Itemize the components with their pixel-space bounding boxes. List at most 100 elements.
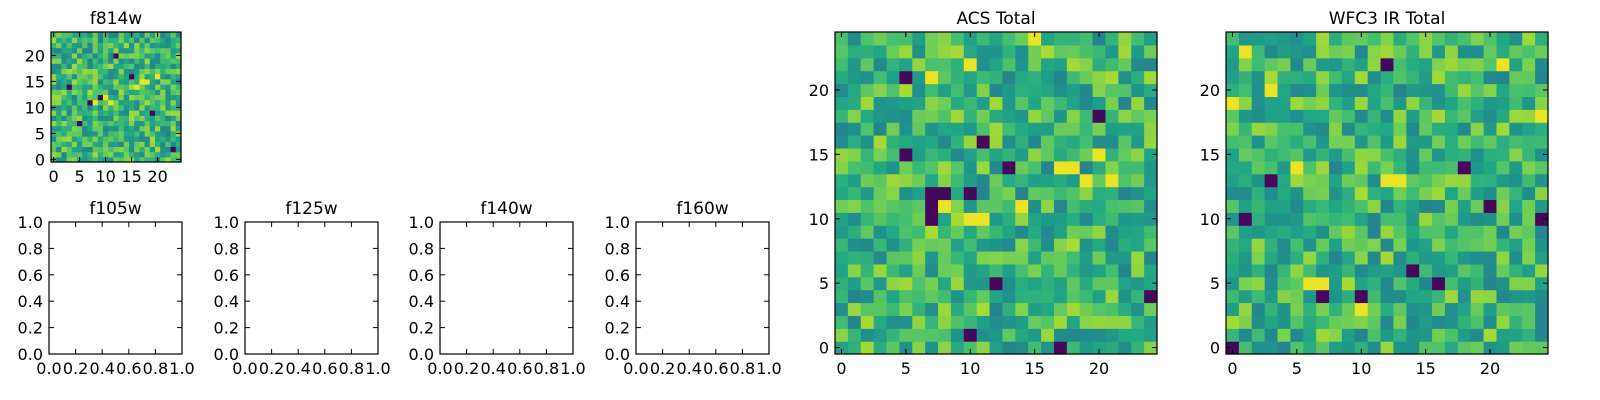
heatmap-cell — [860, 173, 875, 188]
heatmap-cell — [160, 120, 166, 127]
heatmap-cell — [1092, 57, 1107, 72]
heatmap-cell — [165, 99, 172, 106]
heatmap-cell — [873, 173, 888, 188]
heatmap-cell — [160, 47, 166, 54]
heatmap-cell — [66, 94, 73, 101]
heatmap-cell — [165, 130, 172, 137]
heatmap-cell — [1041, 289, 1055, 304]
heatmap-cell — [1002, 225, 1016, 239]
heatmap-cell — [1329, 160, 1343, 175]
heatmap-cell — [1432, 147, 1446, 162]
heatmap-cell — [1522, 135, 1536, 149]
heatmap-cell — [989, 186, 1004, 201]
heatmap-cell — [66, 47, 73, 54]
heatmap-cell — [950, 173, 965, 188]
heatmap-cell — [1303, 135, 1317, 149]
heatmap-cell — [129, 78, 135, 85]
heatmap-cell — [103, 42, 109, 49]
heatmap-cell — [1316, 96, 1330, 110]
heatmap-cell — [149, 73, 156, 80]
heatmap-cell — [118, 110, 125, 116]
heatmap-cell — [950, 186, 965, 201]
heatmap-cell — [1444, 122, 1459, 136]
heatmap-cell — [1470, 289, 1485, 304]
heatmap-cell — [71, 151, 78, 158]
heatmap-cell — [1509, 44, 1523, 59]
heatmap-cell — [925, 147, 939, 162]
heatmap-cell — [82, 37, 88, 43]
heatmap-cell — [1535, 109, 1549, 123]
heatmap-cell — [1496, 122, 1510, 136]
heatmap-cell — [149, 84, 156, 90]
heatmap-cell — [899, 122, 913, 136]
heatmap-cell — [103, 136, 109, 142]
heatmap-cell — [1251, 212, 1266, 226]
heatmap-cell — [97, 63, 104, 69]
heatmap-cell — [51, 94, 57, 101]
heatmap-cell — [1316, 109, 1330, 123]
heatmap-cell — [92, 146, 99, 153]
heatmap-cell — [155, 125, 161, 132]
heatmap-cell — [835, 160, 849, 175]
heatmap-cell — [66, 42, 73, 49]
heatmap-cell — [1444, 276, 1459, 291]
heatmap-cell — [1393, 70, 1407, 85]
heatmap-cell — [1028, 57, 1042, 72]
heatmap-cell — [886, 199, 900, 213]
heatmap-cell — [1341, 57, 1356, 72]
heatmap-cell — [1496, 289, 1510, 304]
heatmap-cell — [1251, 238, 1266, 252]
heatmap-cell — [1079, 289, 1094, 304]
heatmap-cell — [1483, 199, 1498, 213]
heatmap-cell — [938, 135, 952, 149]
heatmap-cell — [1303, 96, 1317, 110]
heatmap-cell — [1457, 225, 1472, 239]
heatmap-cell — [1053, 315, 1068, 329]
heatmap-cell — [899, 186, 913, 201]
heatmap-cell — [66, 32, 73, 38]
heatmap-cell — [1380, 186, 1395, 201]
heatmap-cell — [925, 225, 939, 239]
x-tick-label: 10 — [960, 359, 980, 378]
heatmap-cell — [886, 250, 900, 265]
heatmap-cell — [1367, 57, 1382, 72]
heatmap-cell — [139, 94, 146, 101]
heatmap-cell — [1419, 328, 1433, 342]
heatmap-cell — [1226, 276, 1240, 291]
heatmap-cell — [1367, 70, 1382, 85]
x-tick-label: 0 — [836, 359, 846, 378]
heatmap-cell — [976, 250, 991, 265]
heatmap-cell — [899, 160, 913, 175]
heatmap-cell — [938, 109, 952, 123]
heatmap-cell — [912, 315, 926, 329]
heatmap-cell — [1316, 160, 1330, 175]
heatmap-cell — [950, 96, 965, 110]
heatmap-cell — [1290, 122, 1304, 136]
y-tick-label: 0.6 — [18, 266, 43, 285]
heatmap-cell — [87, 42, 94, 49]
heatmap-cell — [134, 68, 140, 75]
heatmap-cell — [1066, 276, 1081, 291]
heatmap-cell — [1041, 238, 1055, 252]
heatmap-cell — [160, 125, 166, 132]
heatmap-cell — [1290, 225, 1304, 239]
heatmap-cell — [87, 130, 94, 137]
heatmap-cell — [1341, 44, 1356, 59]
y-tick-label: 5 — [819, 274, 829, 293]
heatmap-cell — [1290, 341, 1304, 355]
heatmap-cell — [1238, 289, 1253, 304]
heatmap-cell — [1015, 199, 1029, 213]
heatmap-cell — [1354, 212, 1369, 226]
heatmap-cell — [1238, 315, 1253, 329]
heatmap-cell — [118, 58, 125, 64]
heatmap-cell — [97, 110, 104, 116]
heatmap-cell — [113, 156, 120, 163]
heatmap-cell — [123, 73, 130, 80]
heatmap-cell — [1509, 212, 1523, 226]
heatmap-cell — [976, 186, 991, 201]
heatmap-cell — [950, 83, 965, 97]
heatmap-cell — [835, 341, 849, 355]
heatmap-cell — [1496, 328, 1510, 342]
heatmap-cell — [1406, 96, 1420, 110]
heatmap-cell — [860, 147, 875, 162]
